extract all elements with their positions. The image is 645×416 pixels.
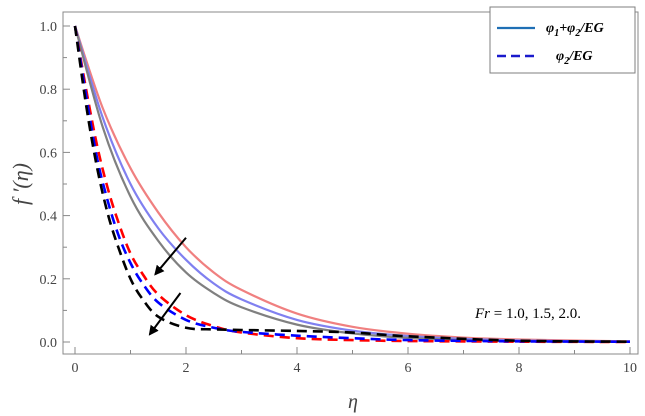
series-line-solid-1 [73, 25, 631, 343]
x-tick-label: 2 [183, 361, 190, 376]
y-tick-label: 0.8 [40, 83, 58, 98]
x-tick-label: 6 [405, 361, 412, 376]
y-axis-ticks: 0.0 0.2 0.4 0.6 0.8 1.0 [40, 20, 70, 351]
plot-frame [62, 11, 639, 355]
x-tick-label: 8 [516, 361, 523, 376]
series-line-dashed-5 [73, 25, 631, 343]
legend-box [489, 6, 636, 74]
y-axis-label: f ′(η) [8, 163, 33, 205]
x-axis-label: η [348, 391, 358, 413]
x-tick-label: 10 [623, 361, 637, 376]
x-tick-label: 0 [72, 361, 79, 376]
y-tick-label: 0.2 [40, 273, 58, 288]
x-tick-label: 4 [294, 361, 301, 376]
y-tick-label: 0.4 [40, 210, 58, 225]
legend: φ1+φ2/EG φ2/EG [489, 6, 636, 74]
legend-label-1: φ1+φ2/EG [546, 21, 604, 39]
trend-arrow-2 [148, 292, 182, 336]
y-tick-label: 0.6 [40, 146, 58, 161]
froude-annotation: Fr = 1.0, 1.5, 2.0. [474, 306, 581, 322]
y-tick-label: 0.0 [40, 336, 58, 351]
series-line-solid-2 [73, 25, 631, 343]
series-line-dashed-6 [73, 25, 631, 343]
arrows-layer [148, 237, 187, 336]
y-tick-label: 1.0 [40, 20, 58, 35]
x-axis-ticks: 0 2 4 6 8 10 [72, 347, 637, 376]
series-layer [73, 25, 631, 344]
plot-border [62, 11, 639, 355]
trend-arrow-1 [154, 237, 187, 276]
